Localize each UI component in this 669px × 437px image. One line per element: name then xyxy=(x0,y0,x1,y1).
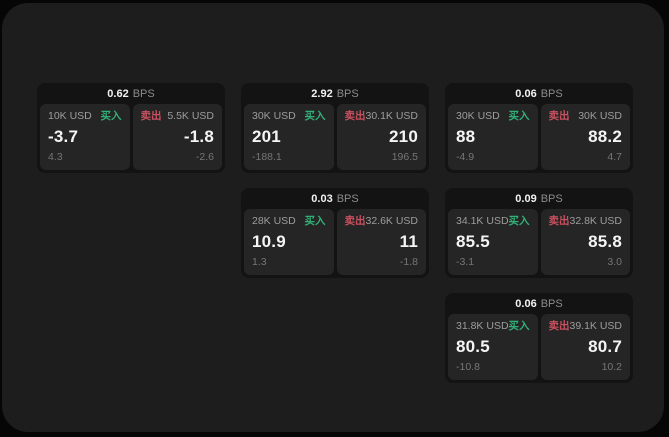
buy-amount: 31.8K USD xyxy=(456,320,509,332)
buy-subvalue: 4.3 xyxy=(48,151,63,163)
sell-price: 11 xyxy=(399,231,418,251)
buy-label: 买入 xyxy=(508,320,530,332)
sell-amount: 5.5K USD xyxy=(167,110,214,122)
quote-card[interactable]: 0.06 BPS 30K USD 买入 88 -4.9 卖出 30K USD 8… xyxy=(445,83,633,173)
quote-card[interactable]: 0.06 BPS 31.8K USD 买入 80.5 -10.8 卖出 39.1… xyxy=(445,293,633,383)
buy-quote[interactable]: 30K USD 买入 201 -188.1 xyxy=(244,104,334,170)
sell-quote[interactable]: 卖出 30K USD 88.2 4.7 xyxy=(540,104,630,170)
sell-price: 88.2 xyxy=(588,126,622,146)
buy-subvalue: 1.3 xyxy=(252,256,267,268)
sell-label: 卖出 xyxy=(344,110,366,122)
bps-unit: BPS xyxy=(132,87,155,100)
bps-value: 0.03 xyxy=(311,192,333,205)
sell-quote[interactable]: 卖出 32.6K USD 11 -1.8 xyxy=(336,209,426,275)
buy-price: 88 xyxy=(456,126,476,146)
bps-header: 2.92 BPS xyxy=(241,83,429,104)
buy-price: 85.5 xyxy=(456,231,490,251)
bps-value: 2.92 xyxy=(311,87,333,100)
sell-amount: 39.1K USD xyxy=(569,320,623,332)
buy-label: 买入 xyxy=(100,110,122,122)
sell-subvalue: 4.7 xyxy=(607,151,622,163)
buy-price: 80.5 xyxy=(456,336,490,356)
buy-quote[interactable]: 30K USD 买入 88 -4.9 xyxy=(448,104,538,170)
buy-amount: 30K USD xyxy=(456,110,500,122)
bps-header: 0.62 BPS xyxy=(37,83,225,104)
sell-label: 卖出 xyxy=(548,215,570,227)
sell-price: -1.8 xyxy=(183,126,214,146)
buy-subvalue: -10.8 xyxy=(456,361,480,373)
buy-quote[interactable]: 31.8K USD 买入 80.5 -10.8 xyxy=(448,314,538,380)
sell-subvalue: -2.6 xyxy=(195,151,214,163)
sell-price: 85.8 xyxy=(588,231,622,251)
bps-unit: BPS xyxy=(336,192,359,205)
sell-price: 210 xyxy=(389,126,418,146)
buy-price: 201 xyxy=(252,126,281,146)
sell-amount: 30K USD xyxy=(578,110,622,122)
buy-quote[interactable]: 28K USD 买入 10.9 1.3 xyxy=(244,209,334,275)
bps-unit: BPS xyxy=(540,297,563,310)
bps-header: 0.06 BPS xyxy=(445,83,633,104)
buy-subvalue: -3.1 xyxy=(456,256,475,268)
bps-value: 0.06 xyxy=(515,297,537,310)
bps-unit: BPS xyxy=(336,87,359,100)
buy-label: 买入 xyxy=(508,110,530,122)
sell-subvalue: 10.2 xyxy=(601,361,622,373)
buy-subvalue: -4.9 xyxy=(456,151,475,163)
quote-card[interactable]: 0.62 BPS 10K USD 买入 -3.7 4.3 卖出 5.5K USD… xyxy=(37,83,225,173)
buy-amount: 10K USD xyxy=(48,110,92,122)
buy-amount: 30K USD xyxy=(252,110,296,122)
sell-amount: 30.1K USD xyxy=(365,110,419,122)
quote-card[interactable]: 0.09 BPS 34.1K USD 买入 85.5 -3.1 卖出 32.8K… xyxy=(445,188,633,278)
sell-label: 卖出 xyxy=(344,215,366,227)
sell-quote[interactable]: 卖出 39.1K USD 80.7 10.2 xyxy=(540,314,630,380)
sell-subvalue: 3.0 xyxy=(607,256,622,268)
sell-subvalue: -1.8 xyxy=(399,256,418,268)
sell-quote[interactable]: 卖出 32.8K USD 85.8 3.0 xyxy=(540,209,630,275)
buy-label: 买入 xyxy=(304,215,326,227)
buy-amount: 28K USD xyxy=(252,215,296,227)
bps-value: 0.62 xyxy=(107,87,129,100)
buy-price: -3.7 xyxy=(48,126,79,146)
buy-label: 买入 xyxy=(304,110,326,122)
buy-price: 10.9 xyxy=(252,231,286,251)
bps-value: 0.09 xyxy=(515,192,537,205)
quote-card[interactable]: 0.03 BPS 28K USD 买入 10.9 1.3 卖出 32.6K US… xyxy=(241,188,429,278)
bps-header: 0.03 BPS xyxy=(241,188,429,209)
buy-quote[interactable]: 34.1K USD 买入 85.5 -3.1 xyxy=(448,209,538,275)
sell-subvalue: 196.5 xyxy=(391,151,418,163)
bps-unit: BPS xyxy=(540,192,563,205)
sell-quote[interactable]: 卖出 30.1K USD 210 196.5 xyxy=(336,104,426,170)
sell-amount: 32.6K USD xyxy=(365,215,419,227)
sell-amount: 32.8K USD xyxy=(569,215,623,227)
quote-card[interactable]: 2.92 BPS 30K USD 买入 201 -188.1 卖出 30.1K … xyxy=(241,83,429,173)
sell-label: 卖出 xyxy=(140,110,162,122)
sell-label: 卖出 xyxy=(548,110,570,122)
sell-price: 80.7 xyxy=(588,336,622,356)
bps-value: 0.06 xyxy=(515,87,537,100)
buy-label: 买入 xyxy=(508,215,530,227)
sell-quote[interactable]: 卖出 5.5K USD -1.8 -2.6 xyxy=(132,104,222,170)
buy-quote[interactable]: 10K USD 买入 -3.7 4.3 xyxy=(40,104,130,170)
sell-label: 卖出 xyxy=(548,320,570,332)
bps-header: 0.06 BPS xyxy=(445,293,633,314)
bps-unit: BPS xyxy=(540,87,563,100)
buy-subvalue: -188.1 xyxy=(252,151,282,163)
buy-amount: 34.1K USD xyxy=(456,215,509,227)
bps-header: 0.09 BPS xyxy=(445,188,633,209)
